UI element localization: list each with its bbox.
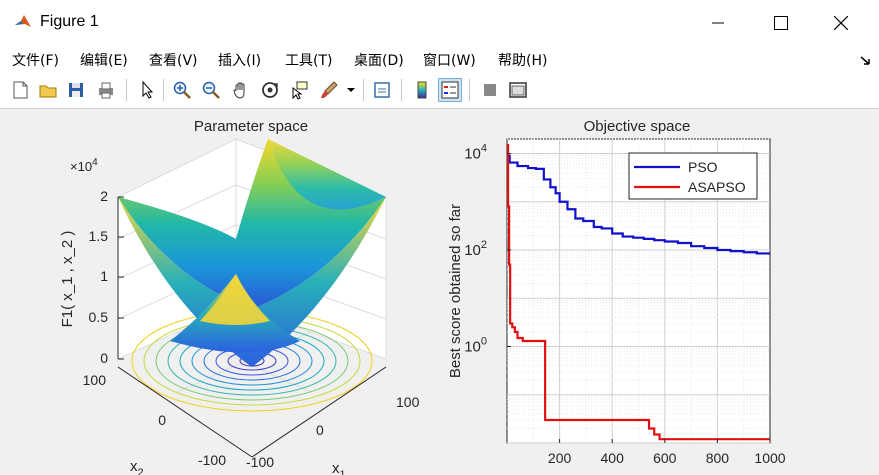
link-plot-icon bbox=[374, 82, 390, 98]
menu-edit[interactable]: 编辑(E) bbox=[80, 53, 128, 69]
open-button[interactable] bbox=[36, 78, 60, 102]
matlab-logo-icon bbox=[15, 15, 31, 27]
minimize-button[interactable] bbox=[695, 8, 741, 38]
toolbar-separator bbox=[469, 79, 470, 101]
hide-tools-icon bbox=[484, 84, 496, 96]
print-icon bbox=[99, 82, 113, 99]
menu-help[interactable]: 帮助(H) bbox=[498, 53, 548, 69]
hide-plot-tools-button[interactable] bbox=[478, 78, 502, 102]
y-tick-label: 104 bbox=[464, 143, 487, 163]
close-button[interactable] bbox=[818, 8, 864, 38]
plot-ticks: 200 400 600 800 1000 100 102 104 bbox=[464, 143, 786, 466]
y-tick-label: 100 bbox=[464, 336, 487, 356]
x1-tick-label: 100 bbox=[396, 394, 420, 410]
chevron-down-icon bbox=[347, 88, 355, 92]
series-line-asapso bbox=[507, 143, 770, 441]
menu-desktop[interactable]: 桌面(D) bbox=[354, 53, 404, 69]
pan-button[interactable] bbox=[229, 78, 253, 102]
x1-tick-label: -100 bbox=[246, 454, 274, 470]
plot-series-group bbox=[507, 143, 770, 441]
brush-dropdown-button[interactable] bbox=[344, 78, 358, 102]
menu-file[interactable]: 文件(F) bbox=[12, 53, 59, 69]
save-button[interactable] bbox=[64, 78, 88, 102]
y-axis-label: Best score obtained so far bbox=[447, 204, 464, 378]
pointer-icon bbox=[142, 80, 154, 99]
data-cursor-icon bbox=[292, 81, 308, 100]
legend-pso-label: PSO bbox=[688, 159, 718, 175]
save-icon bbox=[69, 83, 83, 97]
print-button[interactable] bbox=[94, 78, 118, 102]
z-tick-label: 0 bbox=[100, 350, 108, 366]
z-axis-label: F1( x_1 , x_2 ) bbox=[59, 231, 76, 328]
legend-asapso-label: ASAPSO bbox=[688, 179, 746, 195]
rotate-3d-icon bbox=[262, 82, 278, 98]
toolbar-separator bbox=[126, 79, 127, 101]
open-icon bbox=[39, 85, 57, 98]
dock-icon bbox=[509, 82, 527, 98]
x2-tick-label: 100 bbox=[83, 372, 107, 388]
close-icon bbox=[834, 16, 848, 30]
window-title: Figure 1 bbox=[40, 13, 99, 30]
toolbar-separator bbox=[363, 79, 364, 101]
dock-arrow-icon[interactable] bbox=[859, 54, 871, 66]
show-plot-tools-button[interactable] bbox=[506, 78, 530, 102]
right-plot-title: Objective space bbox=[584, 118, 691, 135]
menu-view[interactable]: 查看(V) bbox=[149, 53, 198, 69]
zoom-in-button[interactable] bbox=[170, 78, 194, 102]
toolbar-separator bbox=[401, 79, 402, 101]
x2-tick-label: 0 bbox=[158, 412, 166, 428]
z-tick-label: 1.5 bbox=[89, 228, 109, 244]
z-axis-multiplier: ×104 bbox=[70, 157, 98, 174]
x-tick-label: 800 bbox=[706, 450, 730, 466]
new-figure-icon bbox=[13, 81, 28, 99]
legend-icon bbox=[441, 81, 459, 99]
link-plot-button[interactable] bbox=[370, 78, 394, 102]
menu-bar: 文件(F) 编辑(E) 查看(V) 插入(I) 工具(T) 桌面(D) 窗口(W… bbox=[0, 46, 879, 72]
x-tick-label: 600 bbox=[653, 450, 677, 466]
menu-insert[interactable]: 插入(I) bbox=[218, 53, 262, 69]
colorbar-button[interactable] bbox=[410, 78, 434, 102]
colorbar-icon bbox=[417, 81, 427, 99]
x1-axis-label: x1 bbox=[332, 460, 346, 475]
x-tick-label: 200 bbox=[548, 450, 572, 466]
maximize-button[interactable] bbox=[758, 8, 804, 38]
z-tick-label: 1 bbox=[100, 268, 108, 284]
data-cursor-button[interactable] bbox=[287, 78, 311, 102]
brush-icon bbox=[321, 81, 338, 99]
menu-tools[interactable]: 工具(T) bbox=[285, 53, 333, 69]
figure-canvas: Parameter space ×104 2 1.5 1 0.5 0 F1( x… bbox=[0, 109, 879, 475]
z-tick-label: 2 bbox=[100, 188, 108, 204]
legend-button[interactable] bbox=[438, 78, 462, 102]
x-tick-label: 400 bbox=[601, 450, 625, 466]
x2-axis-label: x2 bbox=[130, 458, 144, 475]
title-bar: Figure 1 bbox=[0, 0, 879, 46]
pointer-button[interactable] bbox=[135, 78, 159, 102]
y-tick-label: 102 bbox=[464, 239, 487, 259]
z-tick-label: 0.5 bbox=[89, 309, 109, 325]
surface-plot-axes bbox=[117, 138, 387, 458]
brush-button[interactable] bbox=[317, 78, 341, 102]
maximize-icon bbox=[774, 16, 788, 30]
x-tick-label: 1000 bbox=[754, 450, 785, 466]
rotate-3d-button[interactable] bbox=[258, 78, 282, 102]
new-figure-button[interactable] bbox=[8, 78, 32, 102]
zoom-in-icon bbox=[173, 81, 191, 99]
minimize-icon bbox=[712, 22, 724, 24]
pan-icon bbox=[233, 82, 245, 99]
x1-tick-label: 0 bbox=[316, 422, 324, 438]
x2-tick-label: -100 bbox=[198, 452, 226, 468]
zoom-out-button[interactable] bbox=[199, 78, 223, 102]
toolbar bbox=[0, 72, 879, 109]
menu-window[interactable]: 窗口(W) bbox=[423, 53, 476, 69]
zoom-out-icon bbox=[202, 81, 220, 99]
toolbar-separator bbox=[163, 79, 164, 101]
plot-legend[interactable]: PSO ASAPSO bbox=[628, 152, 758, 200]
series-line-pso bbox=[507, 154, 770, 255]
left-plot-title: Parameter space bbox=[194, 118, 308, 135]
